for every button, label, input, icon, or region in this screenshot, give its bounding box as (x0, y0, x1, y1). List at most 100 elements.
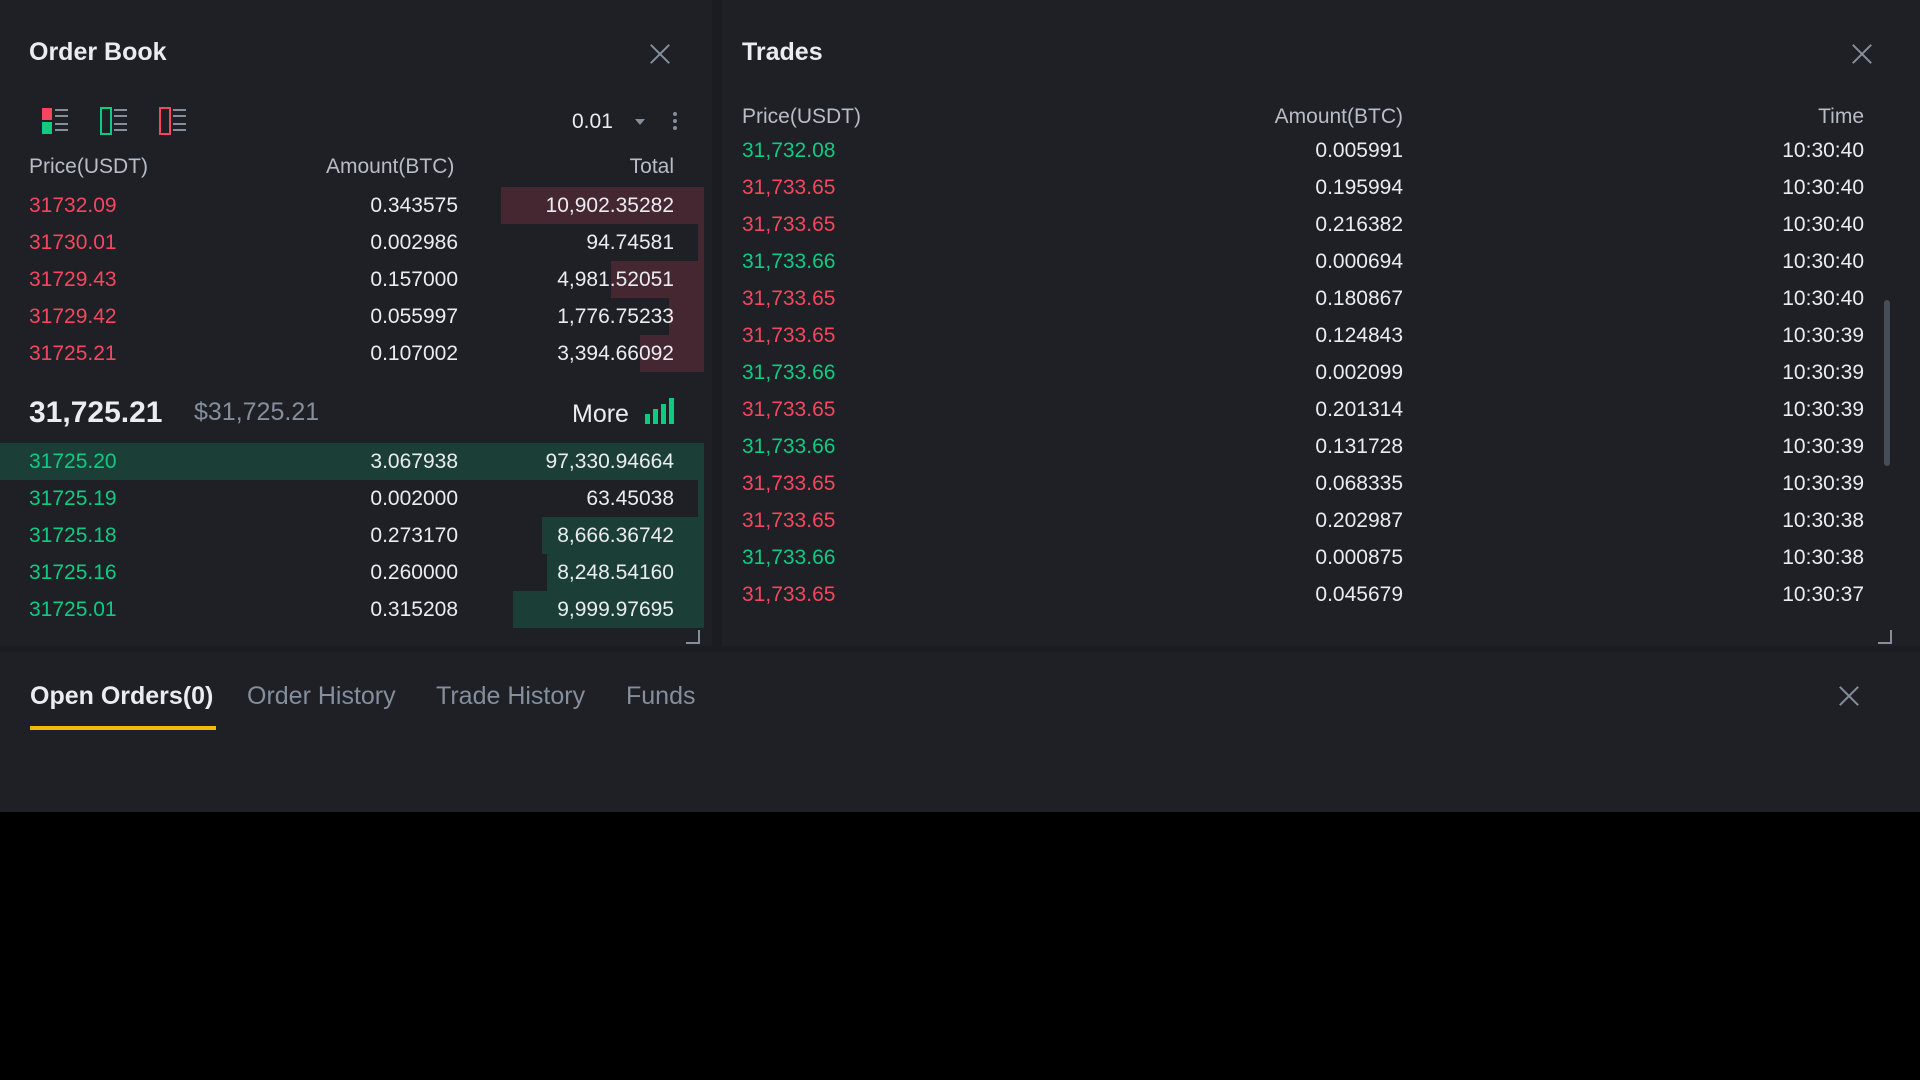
close-icon[interactable] (1836, 683, 1862, 709)
trade-time: 10:30:39 (1782, 361, 1864, 384)
price-cell: 31725.19 (29, 487, 117, 510)
depth-bar (542, 517, 704, 554)
trade-price: 31,733.66 (742, 361, 836, 384)
ask-row[interactable]: 31725.21 0.107002 3,394.66092 (0, 335, 712, 372)
total-cell: 4,981.52051 (557, 268, 674, 291)
trade-row: 31,732.08 0.005991 10:30:40 (722, 137, 1920, 174)
trade-row: 31,733.65 0.195994 10:30:40 (722, 174, 1920, 211)
resize-handle[interactable] (686, 630, 700, 644)
tab-funds[interactable]: Funds (626, 682, 696, 710)
bid-row[interactable]: 31725.18 0.273170 8,666.36742 (0, 517, 712, 554)
trade-price: 31,733.66 (742, 546, 836, 569)
amount-cell: 0.315208 (370, 598, 458, 621)
trade-time: 10:30:40 (1782, 250, 1864, 273)
amount-cell: 0.157000 (370, 268, 458, 291)
trade-price: 31,733.65 (742, 509, 836, 532)
price-cell: 31732.09 (29, 194, 117, 217)
total-cell: 8,666.36742 (557, 524, 674, 547)
more-options-icon[interactable] (673, 112, 677, 134)
ask-row[interactable]: 31732.09 0.343575 10,902.35282 (0, 187, 712, 224)
close-icon[interactable] (647, 41, 673, 67)
trade-row: 31,733.65 0.124843 10:30:39 (722, 322, 1920, 359)
trade-price: 31,733.66 (742, 435, 836, 458)
trade-price: 31,733.65 (742, 398, 836, 421)
bid-row[interactable]: 31725.01 0.315208 9,999.97695 (0, 591, 712, 628)
trade-amount: 0.068335 (1315, 472, 1403, 495)
total-cell: 97,330.94664 (545, 450, 674, 473)
price-cell: 31725.16 (29, 561, 117, 584)
more-link[interactable]: More (572, 400, 629, 428)
ask-row[interactable]: 31729.43 0.157000 4,981.52051 (0, 261, 712, 298)
orderbook-asks-icon[interactable] (158, 106, 188, 136)
trade-price: 31,733.65 (742, 583, 836, 606)
trade-row: 31,733.65 0.201314 10:30:39 (722, 396, 1920, 433)
trade-time: 10:30:40 (1782, 213, 1864, 236)
bid-row[interactable]: 31725.19 0.002000 63.45038 (0, 480, 712, 517)
tab-open-orders[interactable]: Open Orders(0) (30, 682, 214, 710)
order-book-panel: Order Book 0.01 Price(USDT) Amount(BTC) … (0, 0, 712, 646)
price-cell: 31725.20 (29, 450, 117, 473)
trade-amount: 0.002099 (1315, 361, 1403, 384)
depth-bar (669, 298, 704, 335)
trade-amount: 0.195994 (1315, 176, 1403, 199)
trade-row: 31,733.65 0.202987 10:30:38 (722, 507, 1920, 544)
amount-cell: 3.067938 (370, 450, 458, 473)
price-column-header: Price(USDT) (29, 155, 148, 178)
amount-column-header: Amount(BTC) (1274, 105, 1403, 128)
price-cell: 31729.43 (29, 268, 117, 291)
depth-bar (513, 591, 704, 628)
total-cell: 9,999.97695 (557, 598, 674, 621)
trade-price: 31,733.65 (742, 176, 836, 199)
active-tab-indicator (30, 726, 216, 730)
trade-amount: 0.045679 (1315, 583, 1403, 606)
orderbook-both-icon[interactable] (40, 106, 70, 136)
ask-row[interactable]: 31729.42 0.055997 1,776.75233 (0, 298, 712, 335)
trade-time: 10:30:39 (1782, 398, 1864, 421)
total-cell: 10,902.35282 (545, 194, 674, 217)
price-cell: 31725.01 (29, 598, 117, 621)
tab-order-history[interactable]: Order History (247, 682, 396, 710)
close-icon[interactable] (1849, 41, 1875, 67)
trade-time: 10:30:39 (1782, 324, 1864, 347)
trade-price: 31,733.65 (742, 324, 836, 347)
trade-time: 10:30:40 (1782, 287, 1864, 310)
tab-trade-history[interactable]: Trade History (436, 682, 586, 710)
trade-row: 31,733.66 0.131728 10:30:39 (722, 433, 1920, 470)
depth-bar (0, 443, 704, 480)
trade-price: 31,732.08 (742, 139, 836, 162)
trade-time: 10:30:39 (1782, 472, 1864, 495)
trade-amount: 0.000694 (1315, 250, 1403, 273)
resize-handle[interactable] (1878, 630, 1892, 644)
depth-bar (501, 187, 704, 224)
depth-bar (698, 224, 704, 261)
ask-row[interactable]: 31730.01 0.002986 94.74581 (0, 224, 712, 261)
trade-amount: 0.202987 (1315, 509, 1403, 532)
orderbook-bids-icon[interactable] (99, 106, 129, 136)
trade-row: 31,733.66 0.002099 10:30:39 (722, 359, 1920, 396)
trade-row: 31,733.65 0.068335 10:30:39 (722, 470, 1920, 507)
bid-row[interactable]: 31725.20 3.067938 97,330.94664 (0, 443, 712, 480)
total-column-header: Total (629, 155, 674, 178)
trade-amount: 0.216382 (1315, 213, 1403, 236)
trade-row: 31,733.66 0.000875 10:30:38 (722, 544, 1920, 581)
chevron-down-icon (634, 119, 645, 126)
tick-size-select[interactable]: 0.01 (572, 110, 645, 134)
trade-time: 10:30:40 (1782, 176, 1864, 199)
bid-row[interactable]: 31725.16 0.260000 8,248.54160 (0, 554, 712, 591)
amount-cell: 0.002000 (370, 487, 458, 510)
price-column-header: Price(USDT) (742, 105, 861, 128)
trades-scrollbar[interactable] (1884, 300, 1890, 466)
trades-title: Trades (742, 38, 823, 66)
amount-cell: 0.260000 (370, 561, 458, 584)
tick-size-value: 0.01 (572, 110, 613, 133)
orders-panel: Open Orders(0) Order History Trade Histo… (0, 652, 1920, 812)
amount-cell: 0.002986 (370, 231, 458, 254)
total-cell: 63.45038 (586, 487, 674, 510)
signal-bars-icon[interactable] (645, 398, 675, 424)
depth-bar (640, 335, 704, 372)
trade-amount: 0.000875 (1315, 546, 1403, 569)
trade-amount: 0.124843 (1315, 324, 1403, 347)
price-cell: 31729.42 (29, 305, 117, 328)
total-cell: 3,394.66092 (557, 342, 674, 365)
amount-cell: 0.273170 (370, 524, 458, 547)
